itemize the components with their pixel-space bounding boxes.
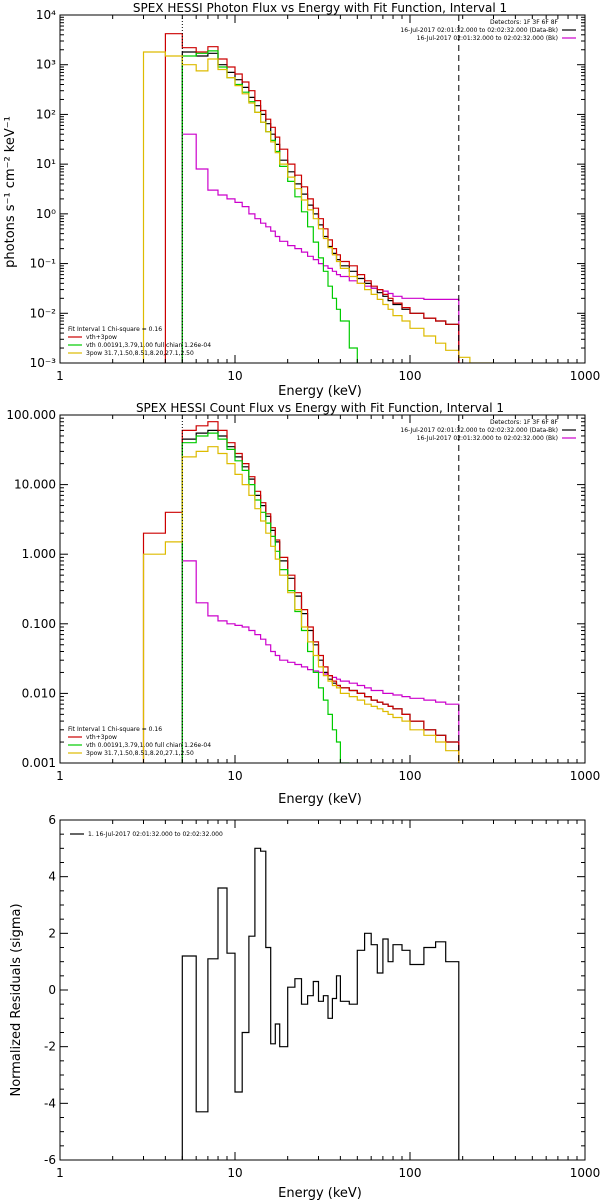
y-tick-label: 10¹ — [36, 157, 56, 171]
y-tick-label: 0.100 — [22, 617, 56, 631]
series-line-0 — [181, 847, 460, 1160]
legend-left-header: Fit Interval 1 Chi-square = 0.16 — [68, 726, 162, 733]
y-tick-label: -6 — [44, 1153, 56, 1167]
legend-left-header: Fit Interval 1 Chi-square = 0.16 — [68, 326, 162, 333]
legend-left-entry: 3pow 31.7,1.50,8.51,8.20,27.1,2.50 — [86, 350, 194, 357]
count-flux-title: SPEX HESSI Count Flux vs Energy with Fit… — [136, 401, 504, 415]
series-line-1 — [181, 133, 460, 363]
y-tick-label: 100.000 — [6, 408, 56, 422]
photon-flux-ylabel: photons s⁻¹ cm⁻² keV⁻¹ — [3, 116, 18, 268]
y-tick-label: 1.000 — [22, 547, 56, 561]
photon-flux-panel: SPEX HESSI Photon Flux vs Energy with Fi… — [3, 1, 600, 399]
y-tick-label: 10.000 — [14, 478, 56, 492]
legend-right-header: Detectors: 1F 3F 6F 8F — [490, 419, 559, 426]
legend-right-entry: 16-Jul-2017 02:01:32.000 to 02:02:32.000… — [417, 35, 558, 42]
photon-flux-xlabel: Energy (keV) — [278, 384, 362, 399]
count-flux-panel: SPEX HESSI Count Flux vs Energy with Fit… — [6, 401, 600, 807]
y-tick-label: -4 — [44, 1096, 56, 1110]
legend-left-entry: vth 0.00191,3.79,1.00 full chian 1.26e-0… — [86, 742, 211, 749]
y-tick-label: 10⁻¹ — [30, 257, 57, 271]
legend-left-entry: vth+3pow — [86, 334, 117, 341]
residuals-xlabel: Energy (keV) — [278, 1186, 362, 1200]
y-tick-label: 0.010 — [22, 686, 56, 700]
y-tick-label: 10³ — [36, 58, 56, 72]
series-line-4 — [142, 446, 460, 763]
x-tick-label: 100 — [399, 1166, 422, 1180]
x-tick-label: 1 — [56, 769, 64, 783]
series-line-3 — [181, 432, 350, 763]
y-tick-label: 0 — [48, 983, 56, 997]
residuals-ylabel: Normalized Residuals (sigma) — [9, 903, 24, 1096]
x-tick-label: 100 — [399, 369, 422, 383]
y-tick-label: 10² — [36, 107, 56, 121]
photon-flux-title: SPEX HESSI Photon Flux vs Energy with Fi… — [133, 1, 507, 15]
plot-frame — [59, 414, 586, 764]
x-tick-label: 10 — [227, 369, 242, 383]
x-tick-label: 1000 — [570, 369, 600, 383]
legend-left-entry: vth 0.00191,3.79,1.00 full chian 1.26e-0… — [86, 342, 211, 349]
legend-right-header: Detectors: 1F 3F 6F 8F — [490, 19, 559, 26]
x-tick-label: 1000 — [570, 1166, 600, 1180]
x-tick-label: 100 — [399, 769, 422, 783]
legend-right-entry: 16-Jul-2017 02:01:32.000 to 02:02:32.000… — [417, 435, 558, 442]
legend-left-entry: vth+3pow — [86, 734, 117, 741]
legend-right-entry: 16-Jul-2017 02:01:32.000 to 02:02:32.000… — [400, 27, 558, 34]
y-tick-label: 0.001 — [22, 756, 56, 770]
y-tick-label: 10⁻³ — [30, 356, 57, 370]
series-group — [142, 33, 494, 363]
series-group — [142, 421, 460, 763]
legend-left-entry: 3pow 31.7,1.50,8.51,8.20,27.1,2.50 — [86, 750, 194, 757]
series-line-3 — [181, 50, 358, 363]
x-tick-label: 1 — [56, 369, 64, 383]
plot-frame — [59, 14, 586, 364]
legend-right-entry: 16-Jul-2017 02:01:32.000 to 02:02:32.000… — [400, 427, 558, 434]
series-line-0 — [181, 429, 460, 763]
series-line-2 — [142, 421, 460, 763]
x-tick-label: 1 — [56, 1166, 64, 1180]
series-group — [181, 847, 460, 1160]
y-tick-label: 6 — [48, 813, 56, 827]
series-line-4 — [142, 51, 494, 363]
series-line-1 — [181, 560, 460, 763]
series-line-0 — [181, 51, 460, 363]
y-tick-label: 10⁴ — [36, 8, 56, 22]
x-tick-label: 10 — [227, 1166, 242, 1180]
residuals-panel: Normalized Residuals (sigma) Energy (keV… — [9, 813, 600, 1200]
y-tick-label: 2 — [48, 926, 56, 940]
count-flux-xlabel: Energy (keV) — [278, 792, 362, 807]
plot-frame — [59, 819, 586, 1161]
x-tick-label: 10 — [227, 769, 242, 783]
x-tick-label: 1000 — [570, 769, 600, 783]
y-tick-label: 10⁻² — [30, 306, 57, 320]
series-line-2 — [164, 33, 460, 363]
y-tick-label: -2 — [44, 1040, 56, 1054]
y-tick-label: 4 — [48, 870, 56, 884]
y-tick-label: 10⁰ — [36, 207, 56, 221]
legend-entry: 1. 16-Jul-2017 02:01:32.000 to 02:02:32.… — [88, 831, 223, 838]
